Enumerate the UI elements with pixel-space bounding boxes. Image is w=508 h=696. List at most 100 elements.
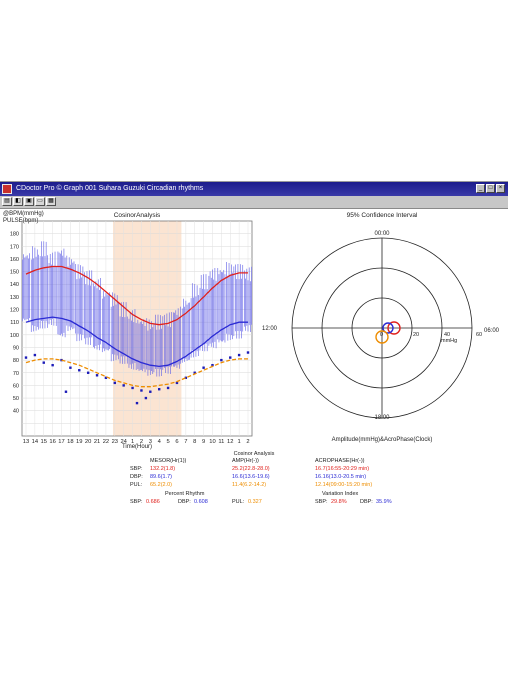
- row-sbp-label: SBP:: [130, 466, 143, 472]
- night-shaded-region: [113, 221, 182, 436]
- row-dbp-acro: 16.16(13.0-20.5 min): [315, 474, 366, 480]
- variation-sbp-value: 29.8%: [331, 499, 347, 505]
- export-icon[interactable]: ▦: [46, 197, 56, 206]
- y-tick-label: 80: [13, 358, 19, 364]
- dbp-confidence-ellipse: [382, 322, 394, 334]
- x-tick-label: 19: [76, 439, 82, 445]
- polar-tick-20: 20: [413, 332, 419, 338]
- row-pul-label: PUL:: [130, 482, 143, 488]
- dbp-point: [184, 376, 188, 380]
- percent-rhythm-heading: Percent Rhythm: [165, 491, 205, 497]
- y-tick-label: 180: [10, 232, 19, 238]
- dbp-point: [131, 386, 134, 390]
- x-tick-label: 22: [103, 439, 109, 445]
- x-tick-label: 3: [149, 439, 152, 445]
- x-tick-label: 14: [32, 439, 39, 445]
- dbp-point: [229, 356, 232, 359]
- polar-tick-40: 40: [444, 332, 450, 338]
- x-tick-label: 23: [112, 439, 118, 445]
- x-tick-label: 5: [166, 439, 169, 445]
- y-tick-label: 170: [10, 244, 19, 250]
- y-tick-label: 130: [10, 295, 19, 301]
- polar-label-right: 06:00: [484, 328, 500, 334]
- row-dbp-amp: 16.6(13.6-19.6): [232, 474, 270, 480]
- y-tick-label: 50: [13, 396, 19, 402]
- percent-dbp-value: 0.608: [194, 499, 208, 505]
- y-tick-label: 160: [10, 257, 19, 263]
- dbp-point: [86, 371, 90, 374]
- dbp-point: [149, 390, 152, 393]
- dbp-point: [220, 358, 223, 362]
- x-tick-label: 10: [209, 439, 215, 445]
- x-tick-label: 7: [184, 439, 187, 445]
- dbp-point: [69, 366, 72, 369]
- row-dbp-mesor: 89.6(1.7): [150, 474, 172, 480]
- polar-axis-label: Amplitude(mmHg)&AcroPhase(Clock): [332, 437, 433, 443]
- close-icon[interactable]: ×: [496, 184, 505, 193]
- x-tick-label: 8: [193, 439, 196, 445]
- percent-pul-label: PUL:: [232, 499, 245, 505]
- title-bar: CDoctor Pro © Graph 001 Suhara Guzuki Ci…: [0, 182, 508, 196]
- x-tick-label: 15: [41, 439, 47, 445]
- dbp-point: [24, 356, 28, 359]
- y-tick-label: 70: [13, 371, 19, 377]
- x-tick-label: 2: [246, 439, 249, 445]
- dbp-point: [144, 396, 148, 400]
- row-pul-acro: 12.14(09:00-15:20 min): [315, 482, 372, 488]
- dbp-point: [140, 389, 143, 392]
- y-unit-label-1: @BPM(mmHg): [3, 211, 44, 217]
- dbp-point: [122, 384, 125, 387]
- y-tick-label: 100: [10, 333, 19, 339]
- minimize-icon[interactable]: _: [476, 184, 485, 193]
- x-tick-label: 1: [131, 439, 134, 445]
- amp-header: AMP(Hr(-)): [232, 458, 259, 464]
- percent-sbp-label: SBP:: [130, 499, 143, 505]
- dbp-point: [95, 374, 99, 377]
- dbp-point: [42, 361, 45, 364]
- variation-sbp-label: SBP:: [315, 499, 328, 505]
- app-icon: [2, 184, 12, 194]
- polar-label-left: 12:00: [262, 326, 278, 332]
- toolbar: ▤ ◧ ▣ ▭ ▦: [0, 196, 508, 209]
- percent-sbp-value: 0.686: [146, 499, 160, 505]
- y-tick-label: 120: [10, 308, 19, 314]
- sbp-fit-curve: [25, 265, 248, 326]
- row-sbp-acro: 16.7(16:55-20:29 min): [315, 466, 369, 472]
- x-tick-label: 4: [158, 439, 162, 445]
- percent-dbp-label: DBP:: [178, 499, 191, 505]
- x-tick-label: 21: [94, 439, 100, 445]
- dbp-point: [104, 376, 108, 380]
- dbp-point: [113, 381, 116, 385]
- x-tick-label: 13: [23, 439, 29, 445]
- save-icon[interactable]: ◧: [13, 197, 23, 206]
- dbp-point: [51, 363, 54, 367]
- dbp-point: [166, 386, 170, 390]
- y-tick-label: 110: [10, 320, 19, 326]
- y-tick-label: 90: [13, 345, 19, 351]
- sbp-confidence-ellipse: [387, 321, 401, 335]
- open-icon[interactable]: ▤: [2, 197, 12, 206]
- zoom-icon[interactable]: ▭: [35, 197, 45, 206]
- x-tick-label: 12: [227, 439, 233, 445]
- dbp-fit-curve: [25, 316, 248, 368]
- polar-tick-0: 0: [380, 332, 383, 338]
- y-unit-label-2: PULSE(bpm): [3, 218, 38, 224]
- dbp-point: [193, 371, 196, 374]
- dbp-point: [158, 388, 161, 391]
- dbp-point: [237, 353, 241, 357]
- row-pul-mesor: 65.2(2.0): [150, 482, 172, 488]
- print-icon[interactable]: ▣: [24, 197, 34, 206]
- variation-heading: Variation Index: [322, 491, 359, 497]
- right-chart-title: 95% Confidence Interval: [347, 212, 418, 219]
- x-tick-label: 6: [175, 439, 178, 445]
- cosinor-plot: 4050607080901001101201301401501601701801…: [10, 220, 253, 445]
- x-tick-label: 16: [49, 439, 55, 445]
- cosinor-results-table: Cosinor Analysis MESOR(Hr(1)) AMP(Hr(-))…: [130, 451, 392, 505]
- y-tick-label: 140: [10, 282, 19, 288]
- cosinor-heading: Cosinor Analysis: [234, 451, 275, 457]
- left-chart-title: CosinorAnalysis: [114, 212, 161, 219]
- variation-dbp-label: DBP:: [360, 499, 373, 505]
- variation-dbp-value: 35.9%: [376, 499, 392, 505]
- maximize-icon[interactable]: □: [486, 184, 495, 193]
- row-sbp-amp: 25.2(22.8-28.0): [232, 466, 270, 472]
